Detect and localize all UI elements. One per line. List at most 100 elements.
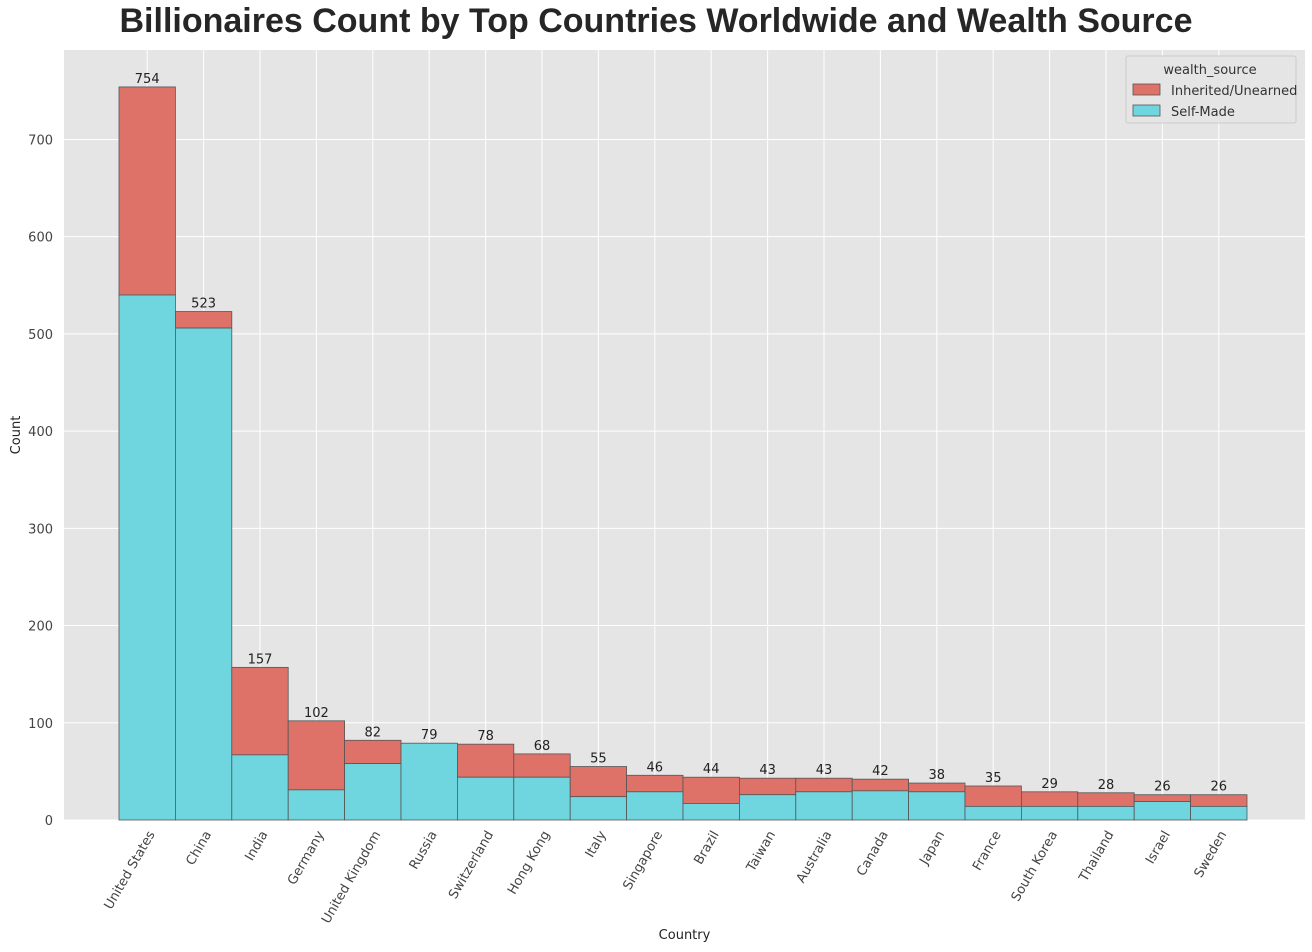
x-tick-label: Sweden — [1192, 829, 1231, 881]
chart-title: Billionaires Count by Top Countries Worl… — [119, 2, 1193, 40]
gridlines — [64, 50, 1305, 821]
x-tick-label: Switzerland — [446, 829, 497, 902]
legend-title: wealth_source — [1163, 63, 1256, 78]
bar-self-made-france — [964, 805, 1022, 821]
x-tick-label: South Korea — [1009, 829, 1061, 905]
bar-total-label: 43 — [816, 763, 833, 778]
bar-self-made-china — [174, 327, 233, 821]
bar-self-made-russia — [400, 742, 458, 821]
bar-total-label: 102 — [304, 706, 329, 721]
bar-total-label: 26 — [1154, 780, 1171, 795]
bar-total-label: 26 — [1211, 780, 1228, 795]
bar-self-made-hong-kong — [513, 776, 571, 821]
bar-total-label: 43 — [759, 763, 776, 778]
bar-total-label: 35 — [985, 771, 1002, 786]
bar-inherited-taiwan — [739, 777, 797, 796]
x-tick-label: Thailand — [1076, 829, 1117, 886]
x-tick-label: Israel — [1143, 829, 1174, 867]
bar-total-labels: 754 523 157 102 82 79 78 68 55 46 44 43 43 42 38 35 29 28… — [135, 72, 1227, 795]
bar-self-made-singapore — [626, 791, 684, 821]
legend-label-inherited: Inherited/Unearned — [1171, 84, 1297, 99]
bar-inherited-united-states — [118, 86, 176, 296]
x-tick-label: Singapore — [620, 829, 666, 893]
legend: wealth_source Inherited/Unearned Self-Ma… — [1125, 55, 1297, 124]
bar-total-label: 29 — [1041, 777, 1058, 792]
bar-inherited-australia — [795, 777, 853, 793]
bar-inherited-brazil — [682, 776, 740, 804]
legend-swatch-self-made — [1132, 104, 1161, 117]
bar-self-made-australia — [795, 791, 853, 821]
y-tick-label: 100 — [28, 717, 53, 732]
bar-total-label: 38 — [929, 768, 946, 783]
x-axis-label: Country — [659, 928, 711, 943]
bar-self-made-south-korea — [1021, 805, 1079, 821]
bar-inherited-canada — [851, 778, 910, 792]
bar-self-made-canada — [851, 790, 910, 821]
bar-inherited-united-kingdom — [344, 739, 402, 765]
x-tick-label: Taiwan — [743, 829, 779, 876]
bar-self-made-germany — [287, 789, 346, 821]
bar-inherited-italy — [569, 766, 628, 798]
x-tick-label: United Kingdom — [319, 829, 384, 927]
bar-total-label: 79 — [421, 728, 438, 743]
y-tick-label: 300 — [28, 522, 53, 537]
bar-total-label: 55 — [590, 752, 607, 767]
bars — [118, 86, 1248, 821]
bar-total-label: 78 — [477, 729, 494, 744]
x-tick-label: United States — [102, 828, 159, 912]
legend-swatch-inherited — [1132, 83, 1161, 96]
bar-self-made-italy — [569, 796, 628, 821]
bar-inherited-thailand — [1077, 792, 1135, 807]
bar-inherited-israel — [1133, 794, 1191, 802]
x-tick-label: Russia — [407, 829, 441, 873]
bar-inherited-india — [231, 666, 289, 756]
bar-total-label: 523 — [191, 297, 216, 312]
bar-self-made-united-states — [118, 294, 176, 821]
x-tick-label: Germany — [285, 828, 328, 888]
bar-total-label: 68 — [534, 739, 551, 754]
x-tick-label: China — [184, 829, 216, 869]
bar-inherited-japan — [908, 782, 966, 793]
x-tick-label: France — [970, 828, 1005, 873]
x-tick-label: India — [243, 829, 272, 864]
y-tick-label: 600 — [28, 231, 53, 246]
bar-total-label: 44 — [703, 762, 720, 777]
bar-inherited-singapore — [626, 774, 684, 793]
y-tick-label: 400 — [28, 425, 53, 440]
bar-self-made-india — [231, 754, 289, 821]
x-tick-label: Japan — [917, 829, 949, 869]
bar-total-label: 157 — [248, 652, 273, 667]
y-axis-label: Count — [9, 416, 24, 455]
bar-total-label: 82 — [365, 725, 382, 740]
y-tick-label: 200 — [28, 620, 53, 635]
bar-inherited-germany — [287, 720, 346, 791]
bar-self-made-switzerland — [456, 776, 515, 821]
bar-self-made-sweden — [1190, 805, 1248, 821]
bar-total-label: 28 — [1098, 778, 1115, 793]
bar-total-label: 42 — [872, 764, 889, 779]
x-tick-label: Australia — [794, 829, 836, 886]
bar-total-label: 754 — [135, 72, 160, 87]
y-tick-label: 700 — [28, 133, 53, 148]
bar-inherited-france — [964, 785, 1022, 807]
y-tick-label: 500 — [28, 328, 53, 343]
x-tick-label: Italy — [583, 828, 610, 860]
y-axis-ticks: 0 100 200 300 400 500 600 700 — [28, 133, 53, 829]
bar-inherited-switzerland — [456, 743, 515, 778]
bar-self-made-japan — [908, 791, 966, 821]
bar-self-made-thailand — [1077, 805, 1135, 821]
y-tick-label: 0 — [45, 814, 53, 829]
bar-inherited-sweden — [1190, 794, 1248, 807]
bar-self-made-united-kingdom — [344, 763, 402, 821]
bar-inherited-china — [174, 311, 233, 329]
bar-self-made-israel — [1133, 801, 1191, 821]
legend-label-self-made: Self-Made — [1171, 105, 1235, 120]
bar-self-made-brazil — [682, 803, 740, 821]
bar-inherited-hong-kong — [513, 753, 571, 778]
bar-total-label: 46 — [647, 760, 664, 775]
x-tick-label: Canada — [854, 829, 892, 879]
x-tick-label: Hong Kong — [505, 829, 553, 898]
legend-box — [1125, 55, 1297, 124]
